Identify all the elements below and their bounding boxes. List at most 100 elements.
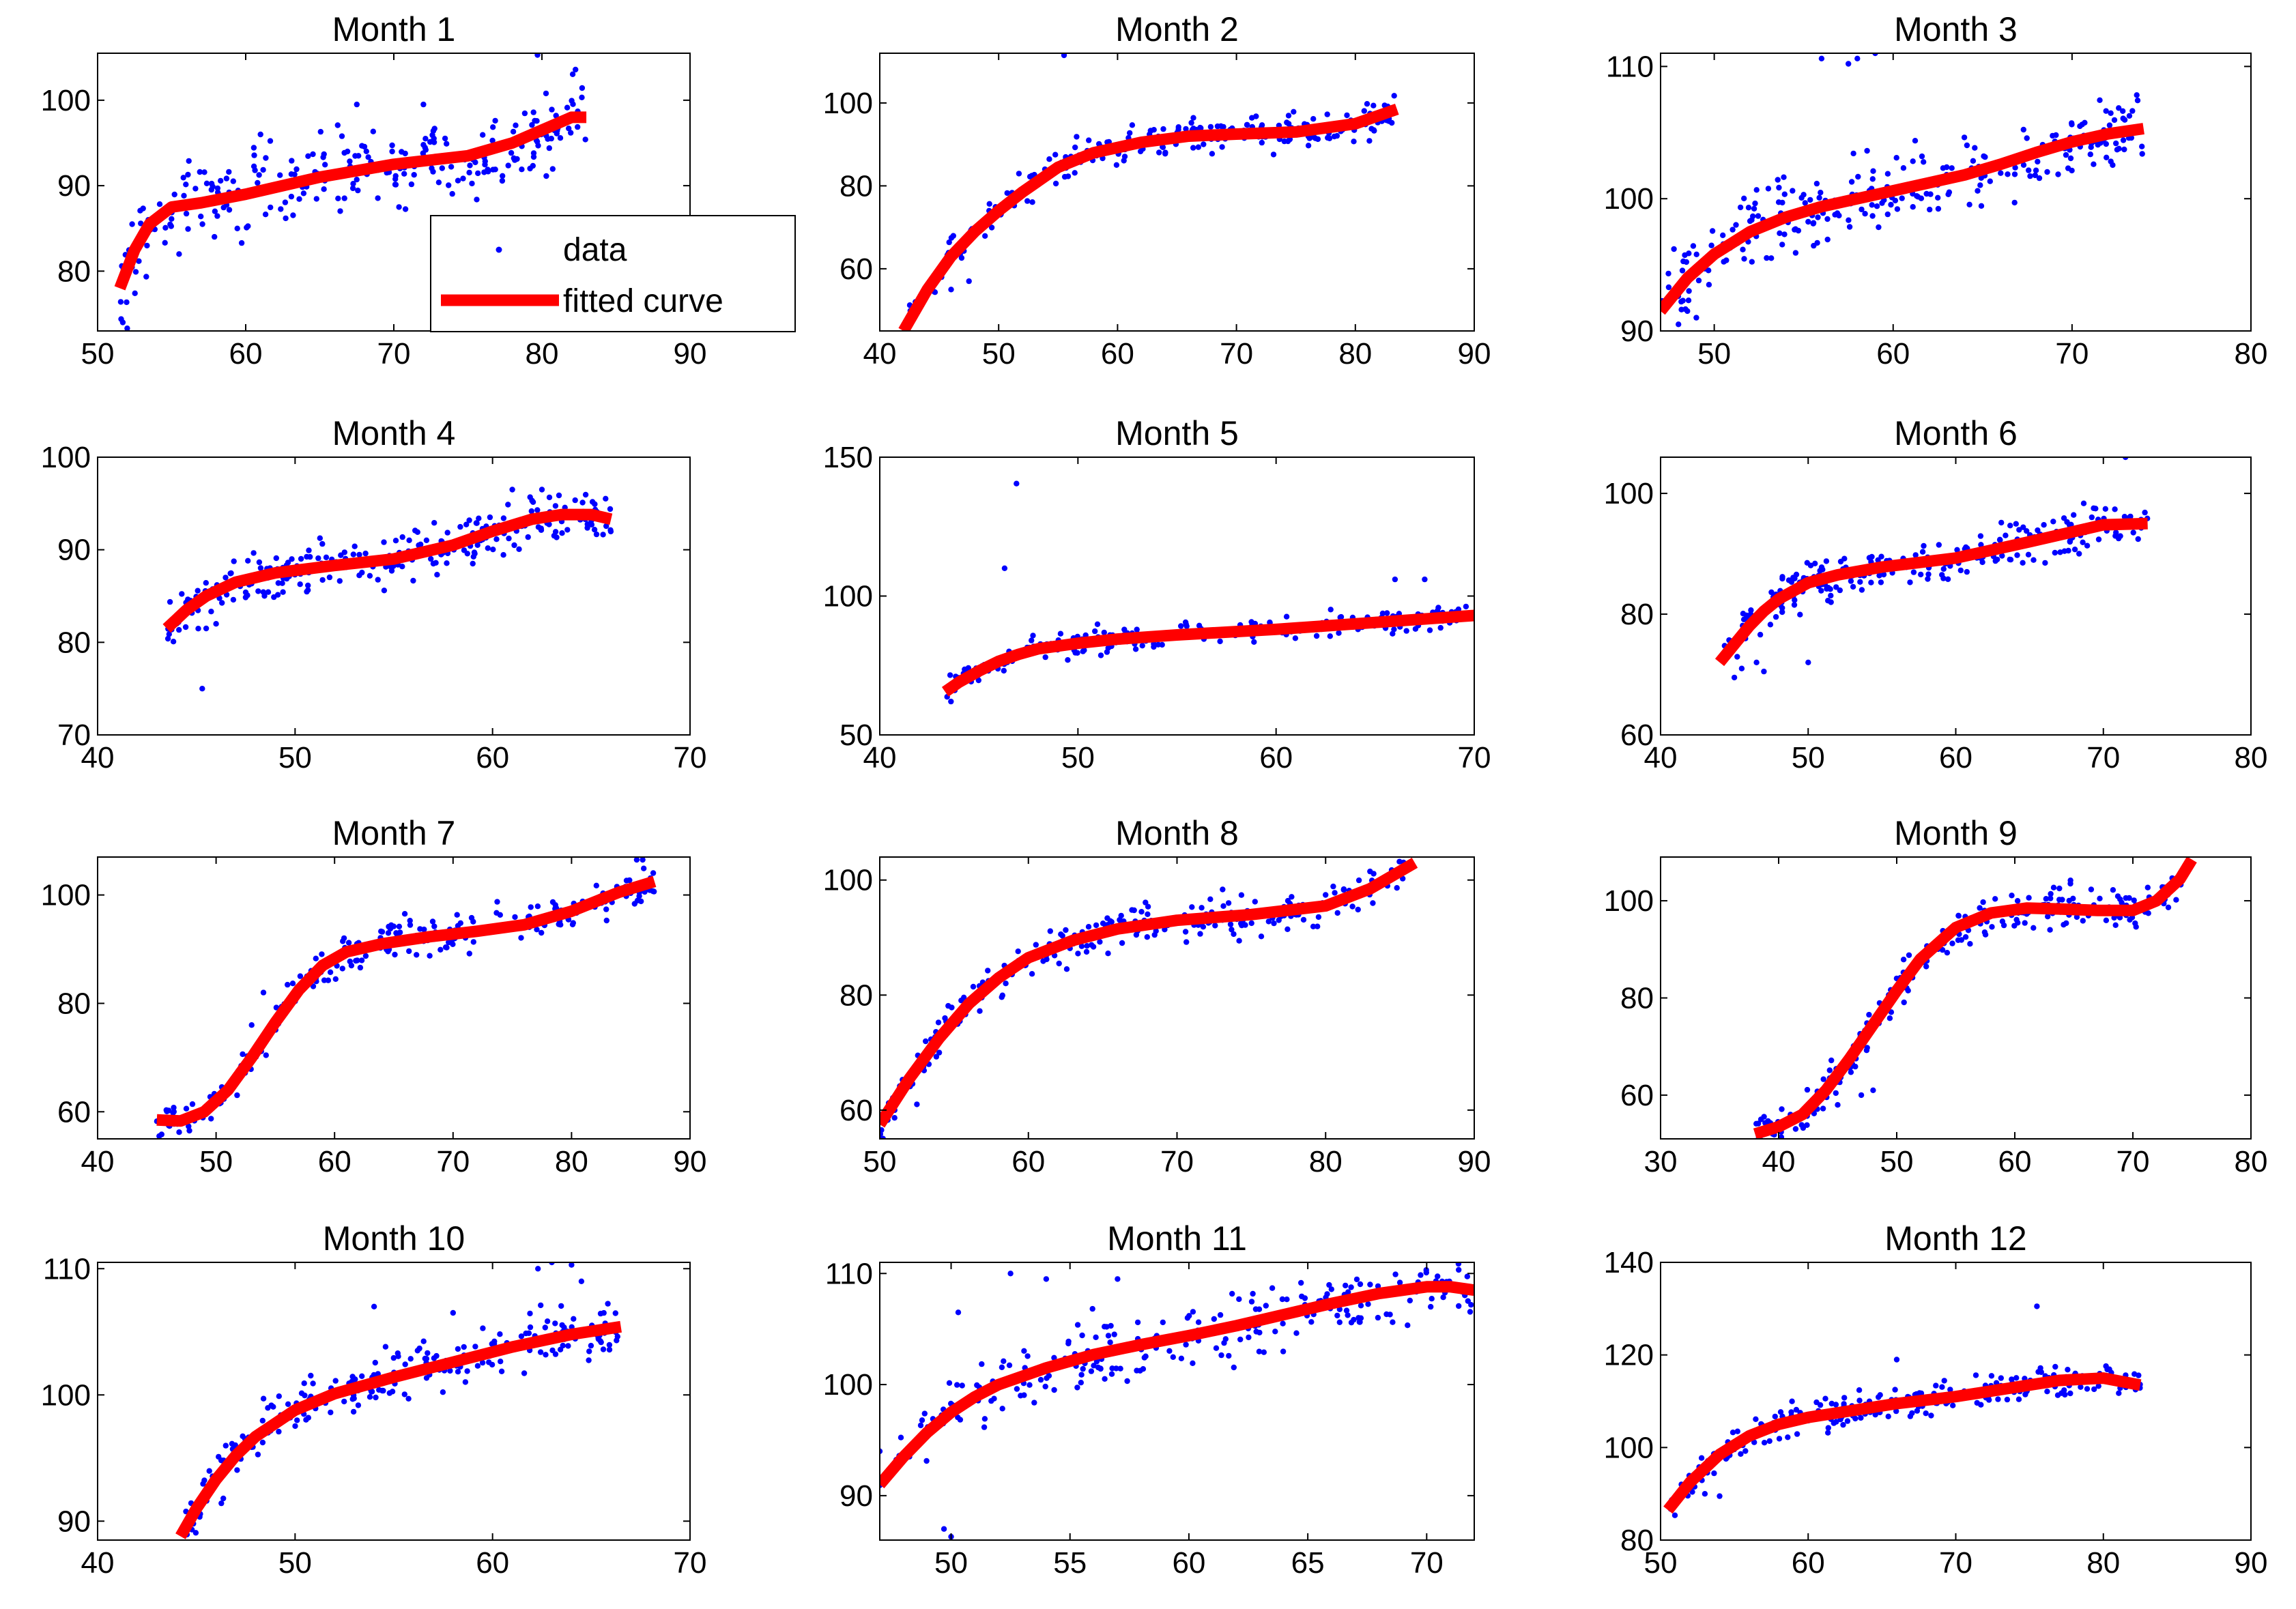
data-point bbox=[352, 1376, 358, 1382]
data-point bbox=[1909, 1410, 1915, 1417]
data-point bbox=[1753, 187, 1760, 193]
data-point bbox=[1864, 147, 1870, 154]
data-point bbox=[1367, 1281, 1373, 1288]
data-point bbox=[334, 122, 341, 128]
data-point bbox=[1197, 931, 1203, 937]
data-point bbox=[1059, 933, 1065, 939]
legend-label-data: data bbox=[563, 232, 627, 268]
data-point bbox=[1866, 1011, 1872, 1018]
data-point bbox=[575, 124, 581, 130]
data-point bbox=[2165, 904, 2172, 911]
x-tick-label: 90 bbox=[1458, 1145, 1491, 1178]
data-point bbox=[2132, 920, 2138, 927]
data-point bbox=[2035, 527, 2041, 534]
data-point bbox=[1375, 1314, 1381, 1321]
data-point bbox=[1775, 199, 1782, 205]
data-point bbox=[1825, 598, 1831, 604]
data-point bbox=[273, 1004, 280, 1011]
data-point bbox=[1840, 1421, 1846, 1428]
data-point bbox=[1912, 138, 1919, 144]
data-point bbox=[487, 514, 493, 521]
data-point bbox=[554, 534, 560, 540]
x-tick-label: 50 bbox=[278, 741, 312, 774]
data-point bbox=[1065, 1338, 1072, 1345]
data-point bbox=[959, 1382, 965, 1389]
data-point bbox=[304, 553, 310, 560]
x-tick-label: 70 bbox=[1939, 1546, 1972, 1580]
panel-month-6: 40 50 60 70 80 60 80 100 Month 6 bbox=[1604, 414, 2268, 774]
data-point bbox=[382, 1344, 389, 1350]
data-point bbox=[220, 1495, 227, 1502]
data-point bbox=[991, 1395, 997, 1402]
fitted-curve bbox=[1663, 1372, 2142, 1514]
data-point bbox=[1381, 102, 1388, 108]
data-point bbox=[372, 1359, 378, 1366]
data-point bbox=[1328, 1286, 1335, 1292]
data-point bbox=[336, 578, 343, 584]
panel-title: Month 10 bbox=[323, 1219, 465, 1258]
data-point bbox=[197, 169, 203, 175]
data-point bbox=[1003, 981, 1009, 987]
data-point bbox=[1939, 1384, 1945, 1390]
data-point bbox=[2013, 916, 2020, 923]
data-point bbox=[1975, 188, 1981, 194]
data-point bbox=[1051, 1354, 1057, 1361]
data-point bbox=[256, 559, 263, 566]
data-point bbox=[138, 220, 144, 227]
data-point bbox=[259, 1439, 266, 1446]
data-point bbox=[1665, 284, 1672, 291]
panel-month-2: 40 50 60 70 80 90 60 80 100 Month 2 bbox=[823, 10, 1491, 371]
data-point bbox=[582, 491, 589, 498]
data-point bbox=[1779, 1106, 1785, 1112]
data-point bbox=[167, 221, 173, 227]
data-point bbox=[186, 158, 192, 164]
axes-box bbox=[1660, 53, 2252, 332]
data-point bbox=[298, 555, 304, 562]
data-point bbox=[1074, 1322, 1081, 1328]
data-point bbox=[1833, 1419, 1839, 1425]
data-point bbox=[355, 187, 361, 194]
data-point bbox=[2057, 549, 2063, 555]
axes-box bbox=[879, 456, 1475, 736]
data-point bbox=[1371, 128, 1377, 134]
data-point bbox=[129, 221, 135, 227]
data-point bbox=[2052, 549, 2058, 556]
y-tick-label: 70 bbox=[57, 719, 91, 752]
data-point bbox=[183, 1105, 190, 1112]
data-point bbox=[1284, 1296, 1290, 1303]
data-point-outlier bbox=[1846, 61, 1852, 67]
data-point bbox=[1706, 267, 1712, 274]
data-point bbox=[171, 1109, 177, 1115]
data-point bbox=[1365, 1301, 1371, 1307]
data-point bbox=[359, 143, 365, 149]
data-point bbox=[2012, 164, 2018, 171]
data-point bbox=[1170, 1354, 1177, 1361]
data-point bbox=[1343, 1307, 1350, 1314]
data-point bbox=[421, 926, 427, 933]
data-point bbox=[402, 1361, 408, 1367]
data-point bbox=[1190, 1360, 1196, 1367]
y-tick-label: 100 bbox=[41, 441, 91, 474]
data-point bbox=[263, 155, 269, 161]
data-point bbox=[1899, 195, 1905, 201]
data-point bbox=[294, 1417, 300, 1423]
data-point bbox=[401, 1391, 407, 1397]
data-point bbox=[1957, 567, 1964, 574]
data-point bbox=[1730, 1430, 1736, 1436]
data-point bbox=[395, 1353, 401, 1359]
x-tick-label: 40 bbox=[1762, 1145, 1796, 1178]
data-point bbox=[1093, 1334, 1099, 1341]
x-tick-label: 80 bbox=[1338, 337, 1372, 371]
data-point bbox=[301, 1380, 307, 1387]
data-point bbox=[1155, 641, 1162, 648]
data-point bbox=[1955, 912, 1962, 919]
data-point bbox=[1967, 941, 1973, 947]
data-point bbox=[1690, 243, 1697, 249]
data-point bbox=[328, 1409, 334, 1416]
data-point bbox=[256, 172, 262, 178]
data-point bbox=[1299, 1293, 1305, 1300]
y-tick-label: 100 bbox=[41, 879, 91, 912]
data-point bbox=[260, 589, 266, 595]
data-point bbox=[392, 538, 399, 544]
